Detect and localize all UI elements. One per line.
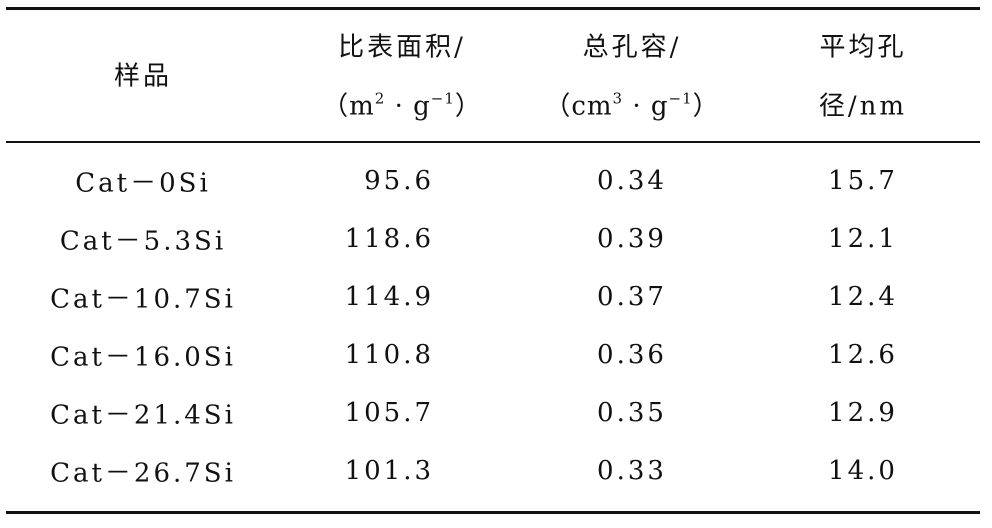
header-cell: 平均孔 — [819, 32, 907, 63]
text: （m — [322, 91, 375, 122]
sample-cell: Cat－26.7Si — [50, 458, 236, 489]
superscript: 3 — [612, 89, 624, 108]
sample-cell: Cat－5.3Si — [59, 226, 227, 257]
header-cell: 样品 — [113, 61, 173, 92]
value-cell: 95.6 — [364, 166, 434, 196]
value-cell: 12.9 — [828, 398, 898, 428]
text: （cm — [544, 91, 613, 122]
value-cell: 0.36 — [597, 340, 667, 370]
value-cell: 12.1 — [828, 224, 898, 254]
bottom-rule — [6, 511, 980, 514]
text: ） — [692, 91, 720, 122]
header-rule — [6, 141, 980, 143]
sample-cell: Cat－16.0Si — [50, 342, 236, 373]
value-cell: 12.4 — [828, 282, 898, 312]
superscript: −1 — [668, 89, 693, 108]
value-cell: 0.34 — [597, 166, 667, 196]
value-cell: 0.35 — [597, 398, 667, 428]
value-cell: 114.9 — [344, 282, 434, 312]
top-rule — [6, 7, 980, 10]
text: · g — [623, 91, 669, 122]
superscript: 2 — [374, 89, 386, 108]
value-cell: 110.8 — [344, 340, 434, 370]
text: · g — [385, 91, 431, 122]
value-cell: 118.6 — [344, 224, 434, 254]
header-unit: （cm3 · g−1） — [544, 86, 719, 123]
value-cell: 12.6 — [828, 340, 898, 370]
text: ） — [454, 91, 482, 122]
header-cell: 总孔容/ — [582, 32, 682, 63]
value-cell: 0.39 — [597, 224, 667, 254]
value-cell: 101.3 — [344, 456, 434, 486]
header-cell: 径/nm — [818, 91, 908, 122]
value-cell: 15.7 — [828, 166, 898, 196]
header-cell: 比表面积/ — [338, 32, 466, 63]
value-cell: 0.37 — [597, 282, 667, 312]
sample-cell: Cat－21.4Si — [50, 400, 236, 431]
header-unit: （m2 · g−1） — [322, 86, 482, 123]
value-cell: 14.0 — [828, 456, 898, 486]
sample-cell: Cat－0Si — [75, 168, 211, 199]
superscript: −1 — [430, 89, 455, 108]
sample-cell: Cat－10.7Si — [50, 284, 236, 315]
value-cell: 105.7 — [344, 398, 434, 428]
value-cell: 0.33 — [597, 456, 667, 486]
